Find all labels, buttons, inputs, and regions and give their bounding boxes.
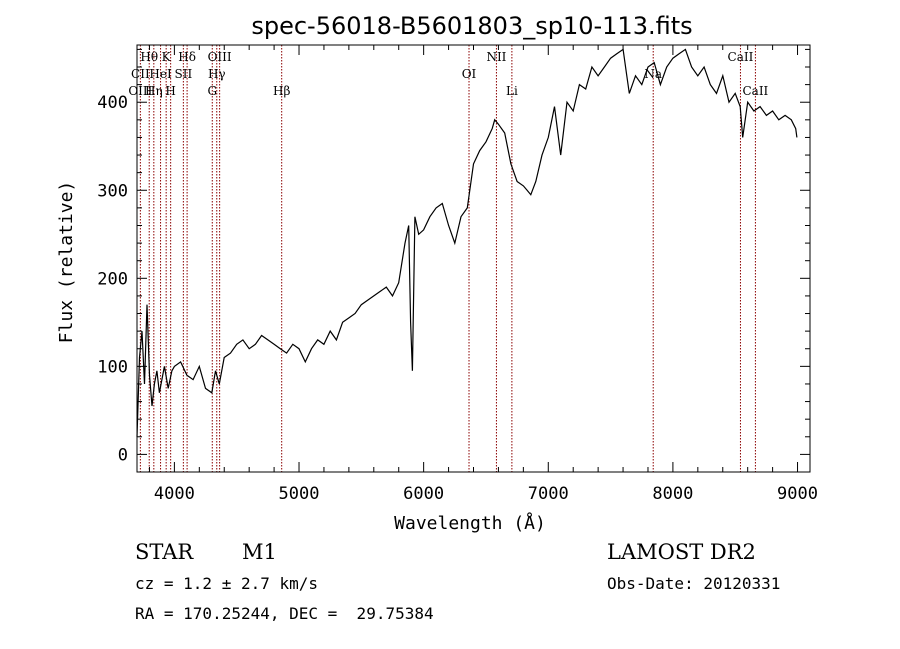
survey-name: LAMOST DR2 <box>607 540 756 564</box>
line-label-5: CaII <box>728 50 754 64</box>
y-tick-label: 0 <box>118 445 128 465</box>
x-axis-label: Wavelength (Å) <box>394 512 546 534</box>
line-label-0: Hθ <box>140 50 158 64</box>
line-label-7: HeI <box>149 67 172 81</box>
line-label-4: NII <box>486 50 506 64</box>
line-label-13: Hη <box>145 84 163 98</box>
coordinates-text: RA = 170.25244, DEC = 29.75384 <box>135 604 434 623</box>
line-label-14: H <box>165 84 175 98</box>
object-subclass: M1 <box>242 540 277 564</box>
line-label-16: Hβ <box>273 84 290 98</box>
line-label-9: Hγ <box>208 67 226 81</box>
line-label-10: OI <box>462 67 477 81</box>
line-label-3: OIII <box>208 50 232 64</box>
obs-date-text: Obs-Date: 20120331 <box>607 574 781 593</box>
line-label-2: Hδ <box>178 50 196 64</box>
y-tick-label: 400 <box>97 93 128 113</box>
x-tick-label: 7000 <box>528 484 569 504</box>
spectrum-line-0 <box>136 48 798 437</box>
x-tick-label: 6000 <box>403 484 444 504</box>
plot-frame <box>136 44 811 473</box>
line-label-18: CaII <box>742 84 768 98</box>
line-label-12: OIII <box>128 84 152 98</box>
line-label-17: Li <box>506 84 518 98</box>
line-label-11: Na <box>644 67 662 81</box>
y-tick-label: 100 <box>97 357 128 377</box>
y-tick-label: 300 <box>97 181 128 201</box>
x-tick-label: 8000 <box>652 484 693 504</box>
x-tick-label: 4000 <box>154 484 195 504</box>
y-axis-ticks: 0 100 200 300 400 <box>97 48 810 465</box>
x-tick-label: 9000 <box>777 484 818 504</box>
object-class: STAR <box>135 540 194 564</box>
chart-title: spec-56018-B5601803_sp10-113.fits <box>251 12 692 40</box>
y-tick-label: 200 <box>97 269 128 289</box>
line-label-8: SII <box>175 67 193 81</box>
y-axis-label: Flux (relative) <box>56 181 77 344</box>
x-tick-label: 5000 <box>279 484 320 504</box>
line-label-15: G <box>207 84 217 98</box>
line-label-1: K <box>162 50 172 64</box>
redshift-text: cz = 1.2 ± 2.7 km/s <box>135 574 319 593</box>
spectrum-series <box>136 48 798 437</box>
emission-line-markers <box>139 45 756 472</box>
x-axis-ticks: 4000 5000 6000 7000 8000 9000 <box>148 45 818 504</box>
line-label-6: CII <box>131 67 150 81</box>
